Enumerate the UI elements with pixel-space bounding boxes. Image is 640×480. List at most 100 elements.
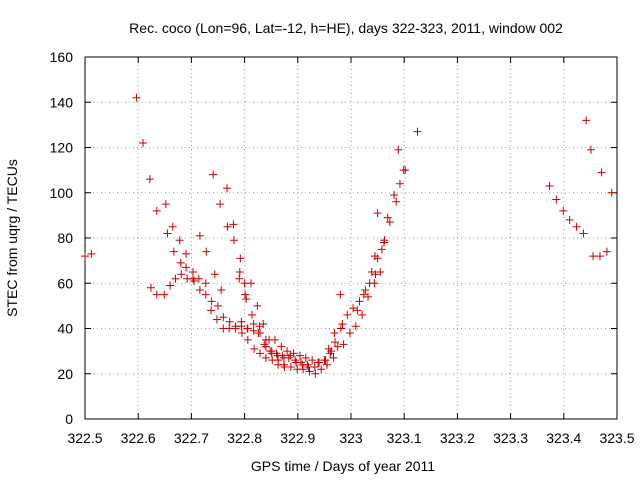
data-point [253,301,262,310]
data-point [207,297,216,306]
data-point [182,249,191,258]
data-point [379,238,388,247]
data-point [212,315,221,324]
data-point [235,274,244,283]
data-point [255,322,264,331]
data-point [182,263,191,272]
data-point [395,179,404,188]
data-point [242,295,251,304]
data-point [270,335,279,344]
y-tick-label: 160 [50,49,74,65]
y-tick-label: 20 [57,366,73,382]
data-point [597,168,606,177]
data-point [380,236,389,245]
data-point [225,317,234,326]
data-point [219,313,228,322]
data-point [339,340,348,349]
data-point [286,362,295,371]
data-point [260,340,269,349]
y-tick-labels: 0 20 40 60 80 100 120 140 160 [50,49,74,427]
data-point [311,369,320,378]
data-point [373,209,382,218]
x-tick-label: 323.2 [440,430,475,446]
x-tick-label: 323.1 [387,430,422,446]
data-point [236,254,245,263]
data-point [545,181,554,190]
data-point [241,290,250,299]
data-point [333,342,342,351]
data-point [248,310,257,319]
data-point [169,247,178,256]
data-point [176,258,185,267]
x-tick-label: 323.4 [546,430,581,446]
data-point [286,351,295,360]
data-point [595,252,604,261]
data-point [310,362,319,371]
data-point [279,360,288,369]
x-tick-label: 322.5 [67,430,102,446]
data-point [321,356,330,365]
data-point [338,319,347,328]
data-point [292,358,301,367]
data-point [358,310,367,319]
data-point [194,274,203,283]
data-point [214,301,222,310]
data-point [249,319,258,328]
data-point [249,326,258,335]
data-point [277,342,286,351]
x-tick-label: 323.3 [493,430,528,446]
y-tick-label: 120 [50,140,74,156]
data-point [152,206,161,215]
data-point [274,356,283,365]
data-point [607,188,616,197]
data-point [190,276,199,285]
grid-lines [85,57,617,419]
data-point [246,279,255,288]
data-point [177,270,186,279]
data-point [278,351,287,360]
data-point [256,329,265,338]
x-tick-labels: 322.5 322.6 322.7 322.8 322.9 323 323.1 323.2 32… [67,430,634,446]
data-point [216,200,225,209]
data-point [202,247,211,256]
y-tick-label: 0 [65,411,73,427]
data-point [295,351,304,360]
data-point [589,252,598,261]
data-point [243,335,252,344]
data-point [152,290,161,299]
data-point [323,360,332,369]
x-tick-label: 323 [339,430,363,446]
data-point [301,353,310,362]
data-point [209,170,218,179]
data-point [377,245,386,254]
data-point [210,270,219,279]
data-point [343,310,352,319]
data-point [207,306,216,315]
data-point [166,281,175,290]
x-tick-label: 322.8 [227,430,262,446]
data-point [243,324,252,333]
data-point [195,231,204,240]
y-axis-label: STEC from uqrg / TECUs [4,159,20,317]
data-point [579,229,588,238]
data-point [376,267,385,276]
y-tick-label: 80 [57,230,73,246]
data-point [351,322,360,331]
data-point [353,306,362,315]
data-point [195,286,204,295]
data-point [160,290,169,299]
x-tick-label: 322.9 [280,430,315,446]
y-tick-label: 60 [57,275,73,291]
data-point [359,290,368,299]
x-tick-label: 322.7 [174,430,209,446]
data-point [317,365,326,374]
data-point [175,236,184,245]
data-point [336,324,345,333]
data-point [401,166,410,175]
data-point [188,267,197,276]
data-point [345,329,354,338]
data-point [582,116,591,125]
data-point [367,267,376,276]
data-point [229,220,238,229]
